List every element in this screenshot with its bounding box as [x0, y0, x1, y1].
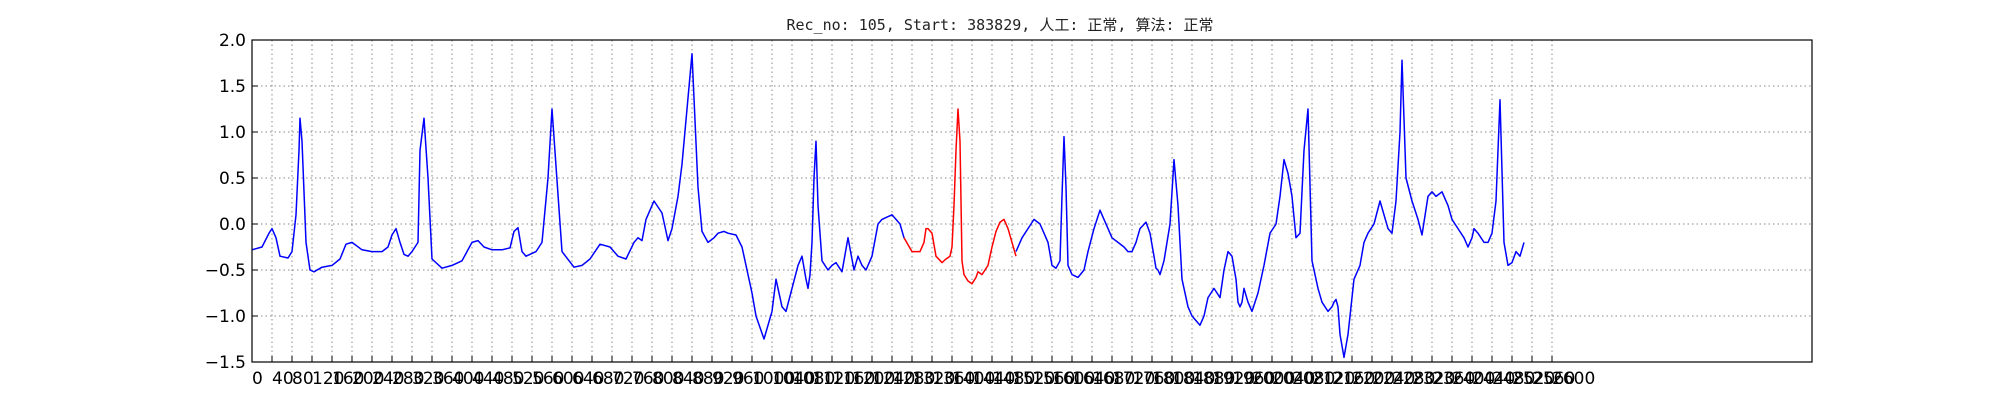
x-tick-label: 2600	[1552, 369, 1595, 389]
x-tick-label: 800	[652, 369, 684, 389]
x-tick-label: 1720	[1112, 369, 1155, 389]
x-tick-label: 2040	[1272, 369, 1315, 389]
y-tick-label: 1.0	[219, 123, 246, 143]
x-tick-label: 1960	[1232, 369, 1275, 389]
x-tick-label: 320	[412, 369, 444, 389]
x-tick-label: 1600	[1052, 369, 1095, 389]
x-tick-label: 2200	[1352, 369, 1395, 389]
x-tick-label: 1080	[792, 369, 835, 389]
x-tick-label: 1240	[872, 369, 915, 389]
x-tick-label: 2240	[1372, 369, 1415, 389]
x-tick-label: 2480	[1492, 369, 1535, 389]
y-tick-label: 1.5	[219, 77, 246, 97]
x-tick-label: 920	[712, 369, 744, 389]
x-tick-label: 2080	[1292, 369, 1335, 389]
x-tick-label: 600	[552, 369, 584, 389]
x-tick-label: 1160	[832, 369, 875, 389]
series-line-2	[903, 108, 1017, 285]
x-tick-label: 720	[612, 369, 644, 389]
x-axis-ticks: 0 408012016020024028032036040044048052056…	[251, 356, 1595, 389]
series-line-1	[251, 53, 905, 340]
x-tick-label: 80	[292, 369, 314, 389]
y-tick-label: −1.5	[205, 353, 246, 373]
x-tick-label: 520	[512, 369, 544, 389]
grid-lines	[252, 40, 1812, 362]
x-tick-label: 560	[532, 369, 564, 389]
x-tick-label: 1400	[952, 369, 995, 389]
x-tick-label: 1120	[812, 369, 855, 389]
x-tick-label: 640	[572, 369, 604, 389]
x-tick-label: 880	[692, 369, 724, 389]
x-tick-label: 1480	[992, 369, 1035, 389]
x-tick-label: 400	[452, 369, 484, 389]
x-tick-label: 280	[392, 369, 424, 389]
x-tick-label: 1800	[1152, 369, 1195, 389]
x-tick-label: 120	[312, 369, 344, 389]
x-tick-label: 1000	[752, 369, 795, 389]
chart-title: Rec_no: 105, Start: 383829, 人工: 正常, 算法: …	[786, 16, 1214, 34]
y-tick-label: −1.0	[205, 307, 246, 327]
y-tick-label: 2.0	[219, 31, 246, 51]
x-tick-label: 1520	[1012, 369, 1055, 389]
x-tick-label: 480	[492, 369, 524, 389]
x-tick-label: 440	[472, 369, 504, 389]
x-tick-label: 2320	[1412, 369, 1455, 389]
x-tick-label: 1320	[912, 369, 955, 389]
x-tick-label: 1760	[1132, 369, 1175, 389]
x-tick-label: 1640	[1072, 369, 1115, 389]
y-axis-ticks: 2.0 1.5 1.0 0.5 0.0 −0.5 −1.0 −1.5	[205, 31, 258, 373]
x-tick-label: 1560	[1032, 369, 1075, 389]
y-tick-label: 0.5	[219, 169, 246, 189]
x-tick-label: 680	[592, 369, 624, 389]
x-tick-label: 760	[632, 369, 664, 389]
x-tick-label: 1040	[772, 369, 815, 389]
x-tick-label: 2280	[1392, 369, 1435, 389]
x-tick-label: 40	[272, 369, 294, 389]
series-line-3	[1015, 59, 1525, 359]
x-tick-label: 2560	[1532, 369, 1575, 389]
y-tick-label: 0.0	[219, 215, 246, 235]
series-lines	[251, 53, 1525, 359]
x-tick-label: 2120	[1312, 369, 1355, 389]
x-tick-label: 960	[732, 369, 764, 389]
x-tick-label: 1680	[1092, 369, 1135, 389]
x-tick-label: 0	[252, 369, 263, 389]
x-tick-label: 160	[332, 369, 364, 389]
x-tick-label: 2000	[1252, 369, 1295, 389]
x-tick-label: 1440	[972, 369, 1015, 389]
x-tick-label: 240	[372, 369, 404, 389]
x-tick-label: 840	[672, 369, 704, 389]
x-tick-label: 1920	[1212, 369, 1255, 389]
x-tick-label: 2160	[1332, 369, 1375, 389]
y-tick-label: −0.5	[205, 261, 246, 281]
x-tick-label: 360	[432, 369, 464, 389]
x-tick-label: 1200	[852, 369, 895, 389]
x-tick-label: 2520	[1512, 369, 1555, 389]
x-tick-label: 1840	[1172, 369, 1215, 389]
x-tick-label: 2400	[1452, 369, 1495, 389]
x-tick-label: 2360	[1432, 369, 1475, 389]
x-tick-label: 1360	[932, 369, 975, 389]
x-tick-label: 2440	[1472, 369, 1515, 389]
x-tick-label: 1280	[892, 369, 935, 389]
plot-frame	[251, 39, 1813, 363]
x-tick-label: 200	[352, 369, 384, 389]
x-tick-label: 1880	[1192, 369, 1235, 389]
